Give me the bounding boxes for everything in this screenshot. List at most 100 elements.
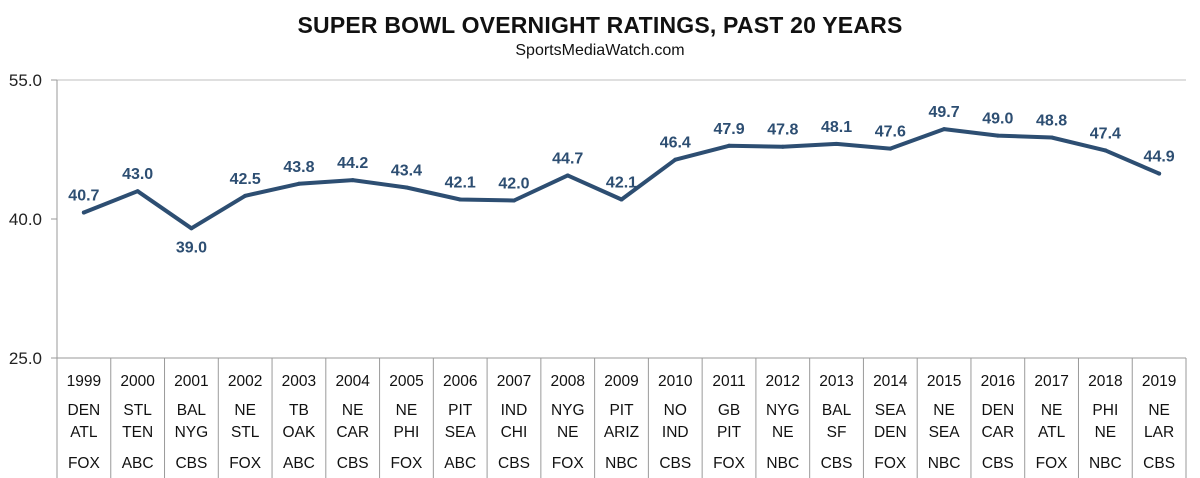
year-label: 2012	[766, 373, 800, 390]
data-label: 42.0	[498, 175, 529, 192]
data-label: 47.8	[767, 122, 798, 139]
team-bottom-label: OAK	[283, 424, 316, 441]
network-label: CBS	[982, 455, 1014, 472]
team-top-label: NE	[1041, 402, 1063, 419]
data-label: 44.9	[1144, 149, 1175, 166]
team-top-label: NE	[1148, 402, 1170, 419]
network-label: FOX	[229, 455, 262, 472]
year-label: 2010	[658, 373, 693, 390]
data-point	[888, 146, 893, 151]
network-label: ABC	[283, 455, 315, 472]
team-bottom-label: SF	[827, 424, 847, 441]
network-label: CBS	[1143, 455, 1175, 472]
team-bottom-label: STL	[231, 424, 260, 441]
data-label: 46.4	[660, 135, 691, 152]
data-point	[511, 198, 516, 203]
team-top-label: IND	[501, 402, 528, 419]
year-label: 2011	[712, 373, 745, 390]
team-top-label: PIT	[609, 402, 634, 419]
team-bottom-label: TEN	[122, 424, 153, 441]
team-top-label: GB	[718, 402, 740, 419]
team-bottom-label: SEA	[929, 424, 961, 441]
team-bottom-label: ARIZ	[604, 424, 639, 441]
network-label: ABC	[122, 455, 154, 472]
y-tick-label: 25.0	[9, 349, 42, 368]
team-bottom-label: ATL	[1038, 424, 1066, 441]
data-label: 48.8	[1036, 112, 1067, 129]
data-label: 47.9	[713, 121, 744, 138]
network-label: CBS	[821, 455, 853, 472]
data-label: 40.7	[68, 188, 99, 205]
y-tick-label: 55.0	[9, 71, 42, 90]
network-label: FOX	[1036, 455, 1069, 472]
year-label: 2000	[120, 373, 155, 390]
network-label: FOX	[391, 455, 424, 472]
data-point	[350, 178, 355, 183]
data-label: 48.1	[821, 119, 852, 136]
data-point	[1157, 171, 1162, 176]
data-label: 44.7	[552, 150, 583, 167]
team-bottom-label: PHI	[394, 424, 420, 441]
year-label: 1999	[67, 373, 101, 390]
network-label: ABC	[444, 455, 476, 472]
year-label: 2017	[1034, 373, 1068, 390]
data-point	[135, 189, 140, 194]
network-label: CBS	[175, 455, 207, 472]
year-label: 2001	[174, 373, 208, 390]
y-tick-label: 40.0	[9, 210, 42, 229]
network-label: NBC	[928, 455, 961, 472]
network-label: FOX	[552, 455, 585, 472]
data-label: 42.5	[230, 171, 261, 188]
team-bottom-label: CAR	[981, 424, 1014, 441]
year-label: 2004	[335, 373, 370, 390]
data-label: 42.1	[606, 175, 637, 192]
data-label: 49.7	[929, 104, 960, 121]
network-label: CBS	[498, 455, 530, 472]
team-bottom-label: NE	[1095, 424, 1117, 441]
network-label: NBC	[766, 455, 799, 472]
team-bottom-label: NE	[772, 424, 794, 441]
team-bottom-label: DEN	[874, 424, 907, 441]
team-top-label: NYG	[551, 402, 585, 419]
data-point	[780, 144, 785, 149]
data-point	[834, 141, 839, 146]
data-label: 44.2	[337, 155, 368, 172]
year-label: 2013	[819, 373, 853, 390]
year-label: 2002	[228, 373, 262, 390]
year-label: 2019	[1142, 373, 1176, 390]
team-top-label: NE	[933, 402, 955, 419]
network-label: CBS	[659, 455, 691, 472]
team-bottom-label: IND	[662, 424, 689, 441]
year-label: 2006	[443, 373, 477, 390]
data-label: 49.0	[982, 111, 1013, 128]
team-bottom-label: ATL	[70, 424, 98, 441]
data-label: 47.4	[1090, 125, 1121, 142]
data-label: 43.4	[391, 162, 422, 179]
network-label: CBS	[337, 455, 369, 472]
data-label: 43.8	[283, 159, 314, 176]
data-point	[458, 197, 463, 202]
team-top-label: DEN	[68, 402, 101, 419]
team-top-label: PIT	[448, 402, 473, 419]
year-label: 2007	[497, 373, 531, 390]
year-label: 2008	[550, 373, 584, 390]
year-label: 2003	[282, 373, 316, 390]
team-top-label: NE	[234, 402, 256, 419]
data-point	[1049, 135, 1054, 140]
team-top-label: NE	[342, 402, 364, 419]
team-top-label: PHI	[1092, 402, 1118, 419]
chart-title: SUPER BOWL OVERNIGHT RATINGS, PAST 20 YE…	[297, 12, 903, 38]
data-point	[727, 143, 732, 148]
network-label: FOX	[713, 455, 746, 472]
data-point	[565, 173, 570, 178]
network-label: FOX	[874, 455, 907, 472]
team-top-label: BAL	[177, 402, 207, 419]
data-label: 42.1	[445, 175, 476, 192]
data-point	[673, 157, 678, 162]
data-point	[619, 197, 624, 202]
team-bottom-label: NYG	[175, 424, 209, 441]
data-point	[189, 226, 194, 231]
team-bottom-label: SEA	[445, 424, 477, 441]
team-top-label: NE	[396, 402, 418, 419]
team-top-label: NO	[664, 402, 687, 419]
